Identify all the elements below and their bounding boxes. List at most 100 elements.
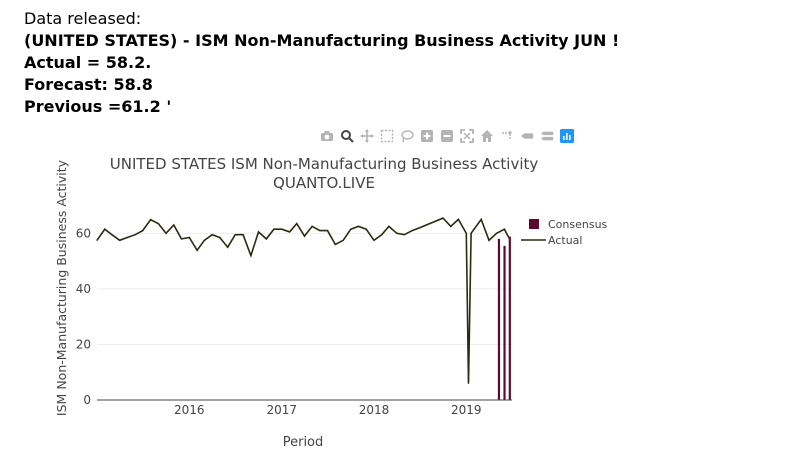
release-header: Data released: (UNITED STATES) - ISM Non…: [24, 8, 619, 118]
actual-point: [104, 228, 106, 230]
forecast-value: Forecast: 58.8: [24, 75, 153, 94]
actual-point: [250, 254, 252, 257]
x-tick-label: 2017: [266, 403, 297, 417]
grid-lines: [97, 232, 512, 345]
zoom-in-icon[interactable]: [420, 129, 434, 143]
plotly-logo-icon[interactable]: [560, 129, 574, 143]
chart-modebar: [320, 128, 574, 144]
actual-point: [211, 234, 213, 236]
actual-point: [111, 234, 113, 236]
released-label: Data released:: [24, 9, 142, 28]
actual-point: [188, 236, 190, 239]
box-select-icon[interactable]: [380, 129, 394, 143]
x-axis-title: Period: [283, 435, 324, 450]
y-tick-label: 0: [83, 393, 91, 407]
actual-point: [403, 234, 405, 236]
hover-compare-icon[interactable]: [540, 129, 554, 143]
actual-point: [467, 382, 470, 384]
actual-point: [350, 228, 352, 230]
actual-point: [219, 236, 221, 239]
actual-point: [495, 232, 498, 234]
zoom-icon[interactable]: [340, 129, 354, 143]
x-tick-label: 2019: [451, 403, 482, 417]
consensus-bar: [508, 236, 511, 400]
actual-point: [149, 219, 152, 221]
actual-point: [470, 232, 472, 234]
actual-point: [311, 225, 313, 227]
legend-consensus-swatch: [529, 219, 539, 229]
actual-point: [257, 231, 260, 233]
reset-axes-icon[interactable]: [480, 129, 494, 143]
actual-point: [173, 224, 175, 226]
actual-point: [165, 232, 167, 234]
consensus-bars: [497, 236, 511, 400]
actual-point: [281, 228, 283, 230]
actual-point: [265, 238, 267, 240]
actual-point: [326, 229, 329, 232]
actual-point: [234, 234, 236, 236]
x-tick-label: 2018: [359, 403, 390, 417]
actual-point: [319, 229, 321, 232]
legend-item-actual[interactable]: Actual: [521, 234, 582, 247]
y-tick-label: 60: [76, 226, 91, 240]
actual-point: [134, 234, 136, 236]
actual-point: [126, 236, 128, 239]
actual-point: [508, 237, 510, 239]
actual-point: [242, 234, 244, 236]
zoom-out-icon[interactable]: [440, 129, 454, 143]
actual-point: [450, 225, 452, 227]
actual-point: [457, 218, 460, 221]
chart-title: UNITED STATES ISM Non-Manufacturing Busi…: [110, 155, 539, 173]
actual-point: [180, 238, 183, 240]
x-tick-label: 2016: [174, 403, 205, 417]
hover-closest-icon[interactable]: [520, 129, 534, 143]
consensus-bar: [503, 245, 506, 400]
actual-point: [503, 228, 506, 230]
actual-point: [365, 228, 367, 230]
actual-point: [373, 239, 375, 241]
previous-value: Previous =61.2 ': [24, 97, 172, 116]
actual-point: [342, 239, 344, 241]
actual-point: [96, 239, 98, 241]
actual-point: [157, 223, 160, 225]
actual-point: [388, 225, 390, 227]
y-tick-labels: 0 20 40 60: [76, 226, 91, 407]
autoscale-icon[interactable]: [460, 129, 474, 143]
legend-item-consensus[interactable]: Consensus: [529, 218, 608, 231]
camera-icon[interactable]: [320, 129, 334, 143]
actual-point: [357, 225, 360, 227]
actual-point: [303, 235, 306, 237]
legend: Consensus Actual: [521, 218, 608, 247]
consensus-bar: [497, 238, 501, 400]
legend-actual-label: Actual: [548, 234, 582, 247]
actual-series-points: [96, 217, 510, 384]
actual-point: [119, 239, 121, 241]
legend-consensus-label: Consensus: [548, 218, 608, 231]
actual-point: [196, 249, 198, 251]
actual-point: [334, 243, 336, 246]
x-tick-labels: 2016 2017 2018 2019: [174, 403, 482, 417]
actual-point: [396, 232, 398, 234]
y-tick-label: 20: [76, 337, 91, 351]
actual-point: [465, 232, 467, 234]
actual-point: [419, 227, 421, 229]
actual-point: [442, 217, 444, 219]
pan-icon[interactable]: [360, 129, 374, 143]
actual-point: [296, 223, 298, 225]
actual-point: [142, 229, 144, 232]
headline: (UNITED STATES) - ISM Non-Manufacturing …: [24, 31, 620, 50]
actual-point: [288, 231, 291, 233]
actual-point: [203, 239, 206, 241]
actual-series-line: [96, 217, 510, 384]
lasso-icon[interactable]: [400, 129, 414, 143]
actual-point: [488, 239, 490, 241]
actual-point: [411, 229, 413, 232]
y-tick-label: 40: [76, 282, 91, 296]
actual-value: Actual = 58.2.: [24, 53, 152, 72]
actual-point: [273, 228, 275, 230]
actual-point: [227, 246, 229, 248]
actual-point: [480, 218, 482, 221]
spike-lines-icon[interactable]: [500, 129, 514, 143]
chart-subtitle: QUANTO.LIVE: [273, 174, 375, 192]
y-axis-title: ISM Non-Manufacturing Business Activity: [54, 159, 69, 416]
